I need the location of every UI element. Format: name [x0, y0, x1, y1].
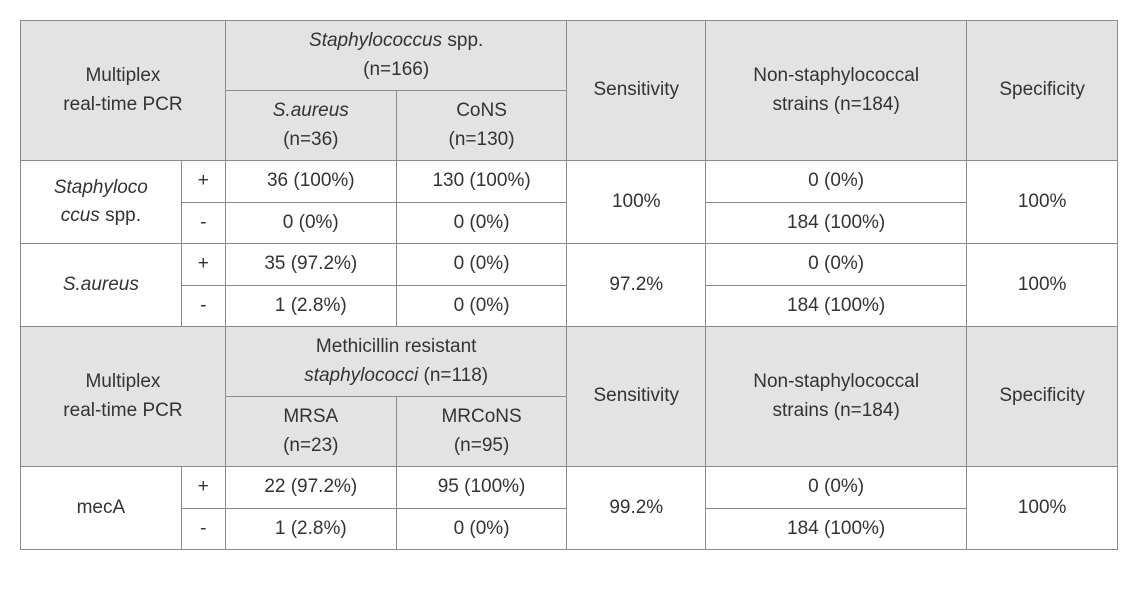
hdr1-staph-italic: Staphylococcus	[309, 30, 442, 51]
hdr1-subcol-b: CoNS(n=130)	[396, 91, 567, 161]
hdr1-subcol-a: S.aureus (n=36)	[225, 91, 396, 161]
cell-pos-b: 0 (0%)	[396, 244, 567, 286]
hdr1-nonstaph: Non-staphylococcalstrains (n=184)	[706, 21, 967, 161]
hdr2-specificity: Specificity	[967, 327, 1118, 467]
hdr1-staph-group: Staphylococcus spp.(n=166)	[225, 21, 567, 91]
sign-neg: -	[181, 508, 225, 550]
rowlabel-staph-suffix: spp.	[100, 205, 141, 226]
cell-pos-a: 35 (97.2%)	[225, 244, 396, 286]
cell-pos-a: 22 (97.2%)	[225, 467, 396, 509]
hdr2-nonstaph: Non-staphylococcalstrains (n=184)	[706, 327, 967, 467]
cell-pos-b: 130 (100%)	[396, 161, 567, 203]
sign-neg: -	[181, 285, 225, 327]
hdr2-meth-prefix: Methicillin resistant	[316, 336, 477, 357]
table-row: mecA + 22 (97.2%) 95 (100%) 99.2% 0 (0%)…	[21, 467, 1118, 509]
cell-specificity: 100%	[967, 244, 1118, 327]
cell-pos-a: 36 (100%)	[225, 161, 396, 203]
hdr2-meth-italic: staphylococci	[304, 365, 418, 386]
hdr2-methicillin-group: Methicillin resistant staphylococci (n=11…	[225, 327, 567, 397]
cell-pos-b: 95 (100%)	[396, 467, 567, 509]
cell-sensitivity: 99.2%	[567, 467, 706, 550]
sign-pos: +	[181, 244, 225, 286]
hdr1-subcol-a-suffix: (n=36)	[283, 129, 338, 150]
hdr1-sensitivity: Sensitivity	[567, 21, 706, 161]
cell-pos-nonstaph: 0 (0%)	[706, 161, 967, 203]
cell-sensitivity: 97.2%	[567, 244, 706, 327]
cell-neg-a: 1 (2.8%)	[225, 285, 396, 327]
cell-pos-nonstaph: 0 (0%)	[706, 244, 967, 286]
hdr2-meth-suffix: (n=118)	[418, 365, 488, 386]
rowlabel-staph-spp: Staphylococcus spp.	[21, 161, 182, 244]
cell-pos-nonstaph: 0 (0%)	[706, 467, 967, 509]
sign-pos: +	[181, 161, 225, 203]
hdr1-subcol-a-italic: S.aureus	[273, 100, 349, 121]
rowlabel-meca: mecA	[21, 467, 182, 550]
cell-neg-a: 1 (2.8%)	[225, 508, 396, 550]
sign-neg: -	[181, 202, 225, 244]
hdr1-pcr-label: Multiplexreal-time PCR	[21, 21, 226, 161]
header2-row-top: Multiplexreal-time PCR Methicillin resis…	[21, 327, 1118, 397]
cell-neg-nonstaph: 184 (100%)	[706, 508, 967, 550]
header1-row-top: Multiplexreal-time PCR Staphylococcus sp…	[21, 21, 1118, 91]
cell-neg-b: 0 (0%)	[396, 202, 567, 244]
hdr2-pcr-label: Multiplexreal-time PCR	[21, 327, 226, 467]
pcr-results-table: Multiplexreal-time PCR Staphylococcus sp…	[20, 20, 1118, 550]
rowlabel-saureus-italic: S.aureus	[63, 274, 139, 295]
table-row: Staphylococcus spp. + 36 (100%) 130 (100…	[21, 161, 1118, 203]
cell-sensitivity: 100%	[567, 161, 706, 244]
cell-specificity: 100%	[967, 467, 1118, 550]
cell-neg-nonstaph: 184 (100%)	[706, 285, 967, 327]
hdr1-specificity: Specificity	[967, 21, 1118, 161]
table-row: S.aureus + 35 (97.2%) 0 (0%) 97.2% 0 (0%…	[21, 244, 1118, 286]
sign-pos: +	[181, 467, 225, 509]
rowlabel-saureus: S.aureus	[21, 244, 182, 327]
cell-neg-a: 0 (0%)	[225, 202, 396, 244]
cell-neg-nonstaph: 184 (100%)	[706, 202, 967, 244]
hdr2-sensitivity: Sensitivity	[567, 327, 706, 467]
hdr2-subcol-b: MRCoNS(n=95)	[396, 397, 567, 467]
cell-specificity: 100%	[967, 161, 1118, 244]
cell-neg-b: 0 (0%)	[396, 508, 567, 550]
cell-neg-b: 0 (0%)	[396, 285, 567, 327]
hdr2-subcol-a: MRSA(n=23)	[225, 397, 396, 467]
